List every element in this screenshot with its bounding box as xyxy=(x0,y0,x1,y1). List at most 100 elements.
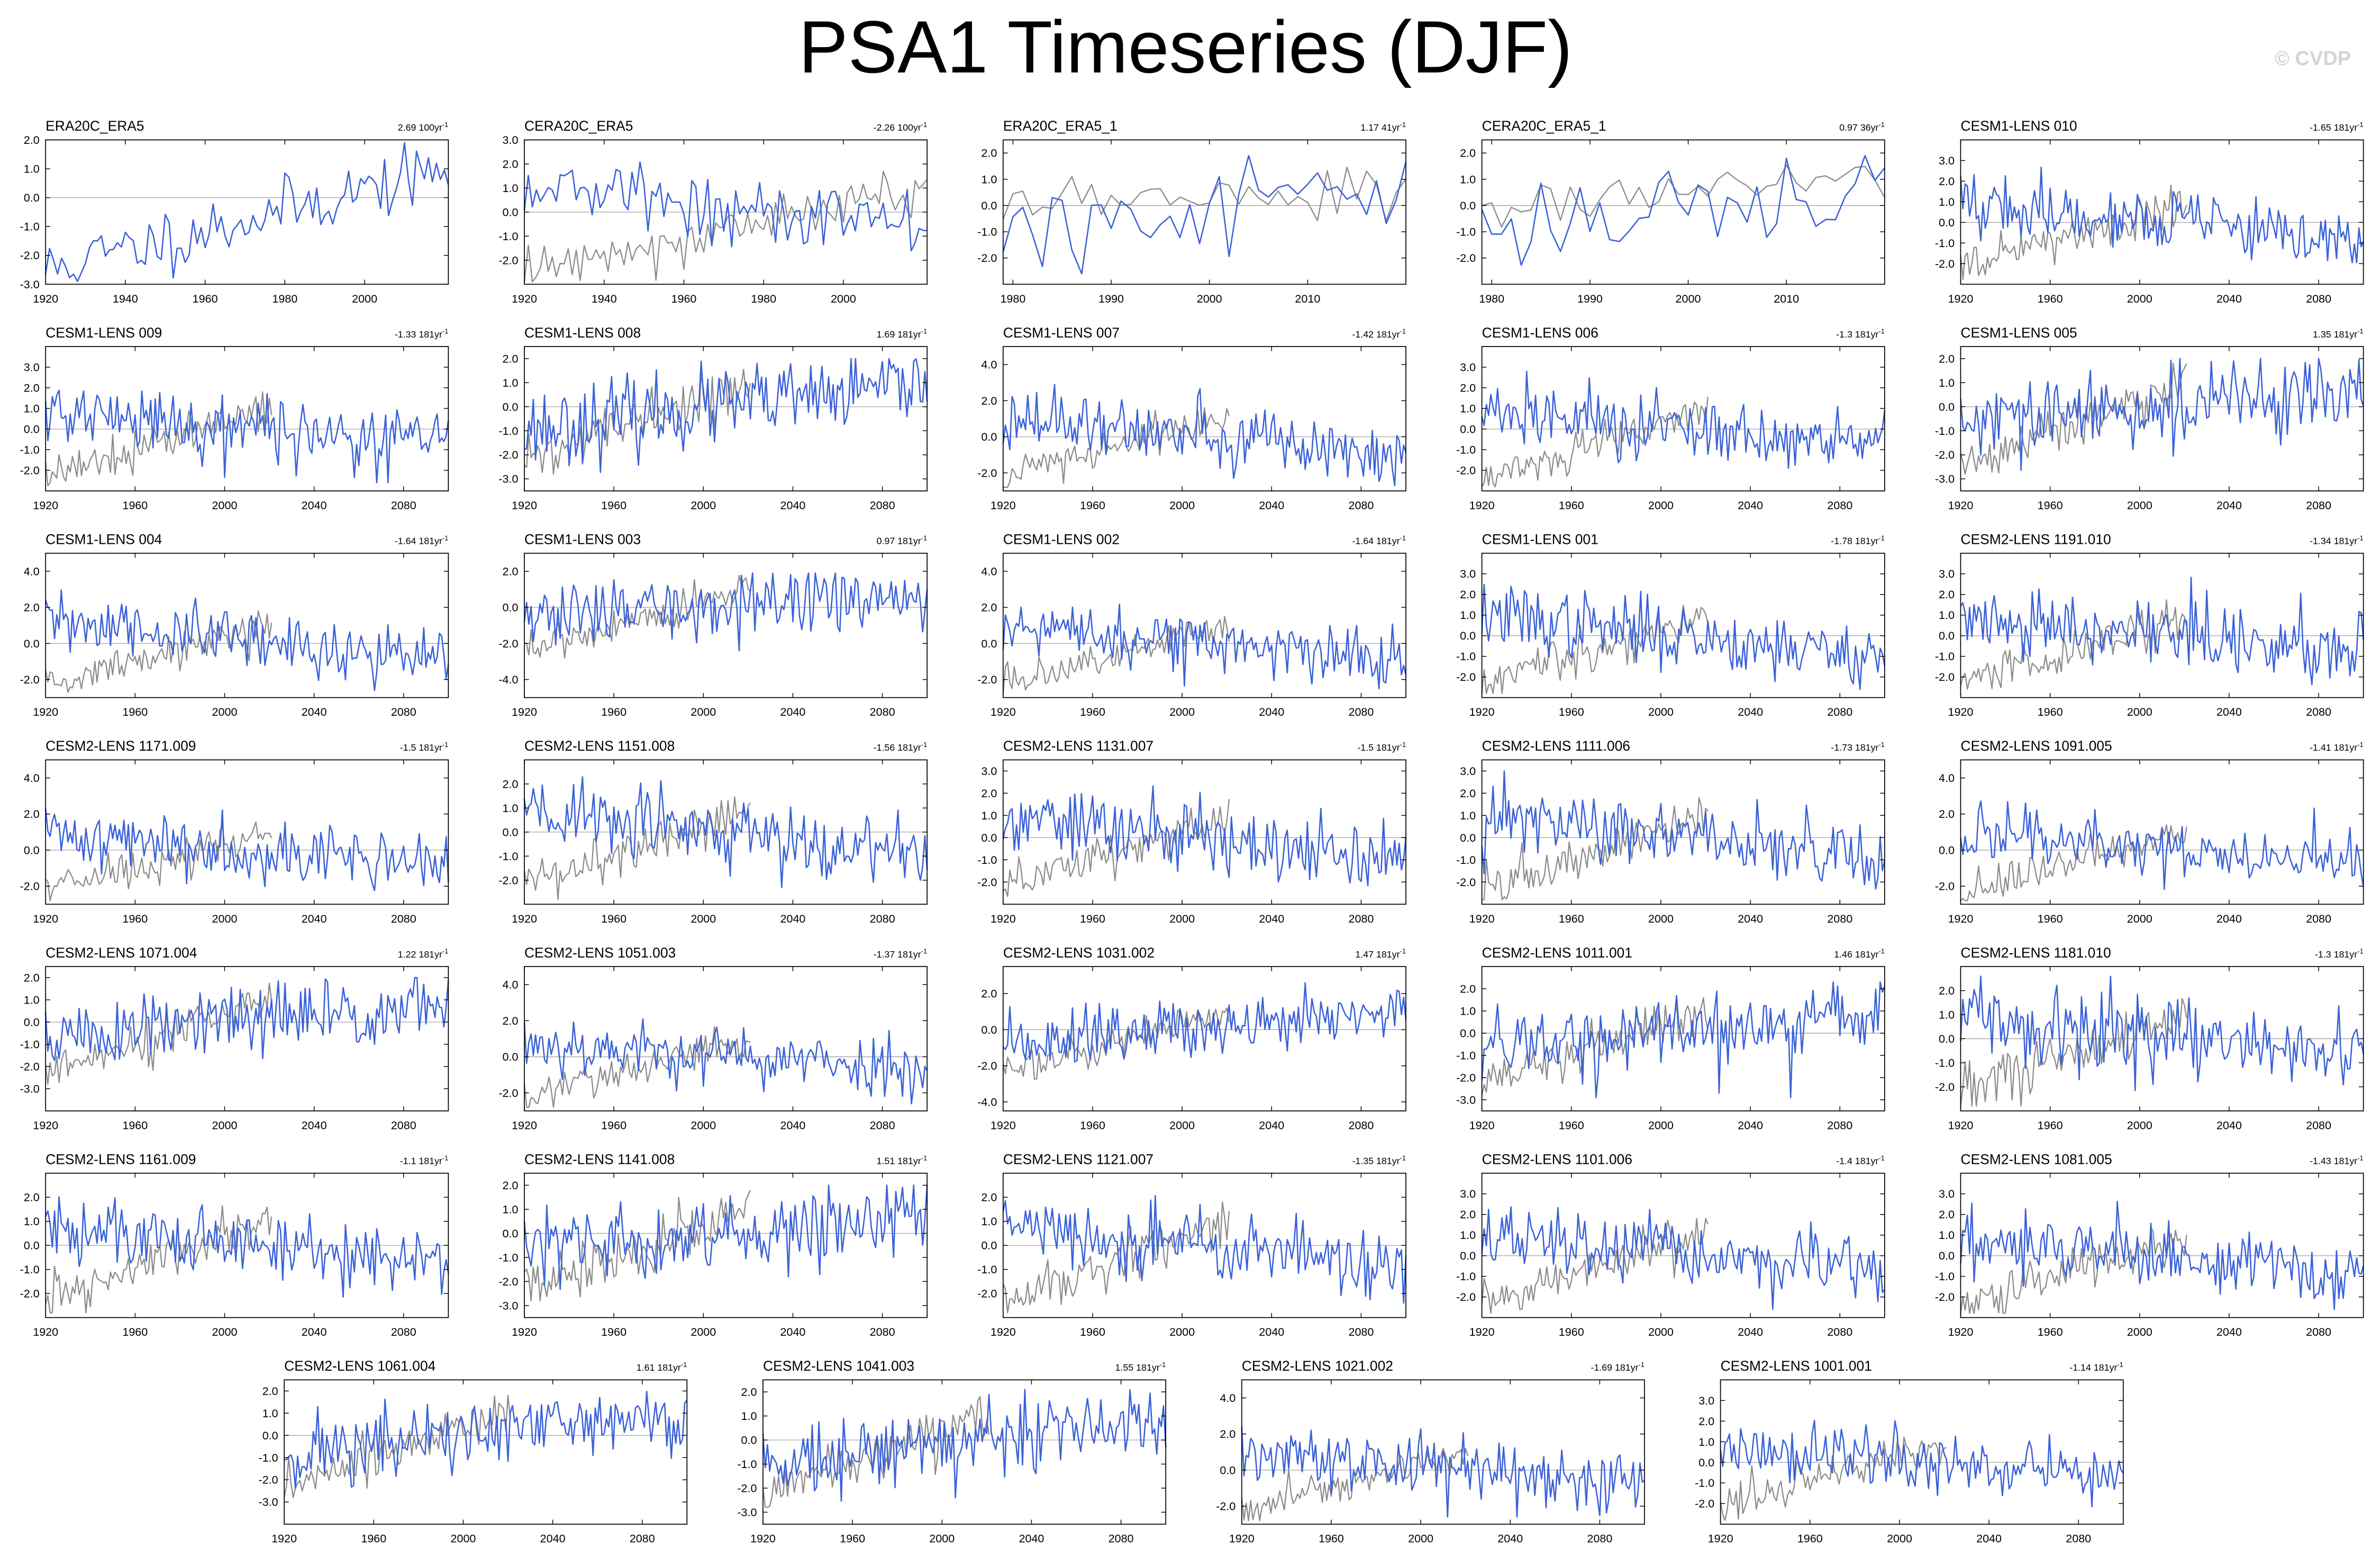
y-tick-label: 2.0 xyxy=(981,147,997,160)
x-tick-label: 2080 xyxy=(870,499,895,512)
x-tick-label: 2040 xyxy=(302,913,327,925)
x-tick-label: 2000 xyxy=(2127,706,2152,718)
x-tick-label: 2000 xyxy=(2127,1326,2152,1338)
panel-title: CESM2-LENS 1061.004 xyxy=(284,1358,435,1374)
trend-exponent: -1 xyxy=(1878,121,1884,129)
x-tick-label: 2040 xyxy=(2216,706,2242,718)
plot-frame xyxy=(1720,1379,2124,1525)
panel-32: 4.0 2.0 0.0 -2.0 1920 1960 2000 2040 2080 CESM2-L… xyxy=(1216,1358,1645,1545)
y-tick-label: 4.0 xyxy=(24,565,40,578)
x-tick-label: 1920 xyxy=(1469,1326,1495,1338)
x-tick-label: 1960 xyxy=(1559,706,1584,718)
plot-frame xyxy=(1241,1379,1645,1525)
plot-frame xyxy=(1002,139,1406,285)
y-tick-label: -2.0 xyxy=(977,1288,997,1300)
y-tick-label: 2.0 xyxy=(1939,984,1955,997)
series-line-0 xyxy=(524,575,751,659)
x-tick-label: 2040 xyxy=(780,1119,806,1132)
y-tick-label: -1.0 xyxy=(1935,1056,1955,1069)
y-tick-label: 0.0 xyxy=(1939,1033,1955,1045)
y-tick-label: 2.0 xyxy=(24,134,40,147)
series-line-0 xyxy=(1002,616,1230,694)
trend-exponent: -1 xyxy=(2117,1361,2123,1369)
y-tick-label: 3.0 xyxy=(1939,568,1955,580)
y-tick-label: 2.0 xyxy=(981,395,997,407)
y-tick-label: -1.0 xyxy=(20,1038,40,1051)
series-line-1 xyxy=(523,1184,928,1290)
panel-title: CESM2-LENS 1101.006 xyxy=(1482,1151,1632,1167)
y-tick-label: -2.0 xyxy=(1935,671,1955,683)
panel-trend: -1.34 181yr-1 xyxy=(2310,534,2364,546)
y-tick-label: 2.0 xyxy=(1939,175,1955,188)
y-tick-label: -1.0 xyxy=(1456,854,1476,867)
y-tick-label: -2.0 xyxy=(1456,876,1476,889)
x-tick-label: 1920 xyxy=(33,706,58,718)
panel-5: 3.0 2.0 1.0 0.0 -1.0 -2.0 1920 1960 2000 2040 2080… xyxy=(20,325,449,512)
y-tick-label: 4.0 xyxy=(981,565,997,578)
y-tick-label: 2.0 xyxy=(503,1015,519,1027)
plot-frame xyxy=(1481,966,1885,1111)
y-tick-label: 1.0 xyxy=(503,377,519,389)
x-tick-label: 2080 xyxy=(1348,913,1374,925)
panel-trend: 1.47 181yr-1 xyxy=(1355,947,1406,960)
x-tick-label: 1960 xyxy=(601,1326,626,1338)
plot-frame xyxy=(1002,552,1406,698)
y-tick-label: 1.0 xyxy=(1460,609,1476,622)
x-tick-label: 1980 xyxy=(751,293,776,305)
x-tick-label: 1960 xyxy=(2038,1326,2063,1338)
y-tick-label: -2.0 xyxy=(977,673,997,686)
panel-24: 2.0 1.0 0.0 -1.0 -2.0 1920 1960 2000 2040 2080 CES… xyxy=(1935,945,2364,1132)
x-tick-label: 2040 xyxy=(2216,1119,2242,1132)
trend-exponent: -1 xyxy=(1400,947,1406,955)
plot-frame xyxy=(1481,139,1885,285)
y-tick-label: -2.0 xyxy=(498,874,518,887)
panel-trend: -1.65 181yr-1 xyxy=(2310,121,2364,133)
y-tick-label: -1.0 xyxy=(1935,237,1955,250)
x-tick-label: 1920 xyxy=(1948,913,1973,925)
y-tick-label: -2.0 xyxy=(977,252,997,265)
y-tick-label: 0.0 xyxy=(981,431,997,443)
trend-exponent: -1 xyxy=(921,947,927,955)
x-tick-label: 1920 xyxy=(1948,706,1973,718)
panel-trend: 0.97 36yr-1 xyxy=(1839,121,1885,133)
x-tick-label: 2000 xyxy=(212,706,238,718)
series-line-0 xyxy=(1481,397,1709,488)
trend-exponent: -1 xyxy=(1638,1361,1644,1369)
panel-title: CESM1-LENS 002 xyxy=(1003,532,1120,548)
series-line-0 xyxy=(45,610,272,693)
y-tick-label: -2.0 xyxy=(977,1060,997,1072)
y-tick-label: 2.0 xyxy=(24,972,40,984)
panel-title: CERA20C_ERA5 xyxy=(524,118,633,134)
trend-exponent: -1 xyxy=(921,121,927,129)
series-line-1 xyxy=(44,808,449,891)
x-tick-label: 2080 xyxy=(2306,1119,2331,1132)
x-tick-label: 1960 xyxy=(2038,499,2063,512)
x-tick-label: 2000 xyxy=(691,706,716,718)
x-tick-label: 2080 xyxy=(1827,499,1852,512)
y-tick-label: 0.0 xyxy=(24,192,40,204)
series-line-0 xyxy=(1481,1218,1709,1314)
panel-25: 2.0 1.0 0.0 -1.0 -2.0 1920 1960 2000 2040 2080 CES… xyxy=(20,1151,449,1338)
y-tick-label: 4.0 xyxy=(1939,772,1955,785)
panel-title: CESM2-LENS 1111.006 xyxy=(1482,738,1630,754)
y-tick-label: 1.0 xyxy=(24,163,40,176)
x-tick-label: 1920 xyxy=(512,1119,537,1132)
x-tick-label: 2080 xyxy=(2306,1326,2331,1338)
x-tick-label: 1960 xyxy=(601,913,626,925)
series-line-0 xyxy=(1002,166,1406,222)
y-tick-label: -2.0 xyxy=(1456,464,1476,477)
plot-frame xyxy=(1481,1172,1885,1318)
y-tick-label: 0.0 xyxy=(1939,216,1955,229)
y-tick-label: 0.0 xyxy=(503,826,519,838)
panel-trend: -1.56 181yr-1 xyxy=(874,741,928,753)
x-tick-label: 1960 xyxy=(601,499,626,512)
x-tick-label: 2000 xyxy=(1197,293,1222,305)
x-tick-label: 1960 xyxy=(840,1533,865,1545)
x-tick-label: 1920 xyxy=(991,499,1016,512)
x-tick-label: 2000 xyxy=(691,913,716,925)
y-tick-label: 1.0 xyxy=(262,1407,278,1420)
series-line-0 xyxy=(523,1026,751,1108)
x-tick-label: 2080 xyxy=(2306,913,2331,925)
panel-trend: 1.35 181yr-1 xyxy=(2313,327,2364,340)
